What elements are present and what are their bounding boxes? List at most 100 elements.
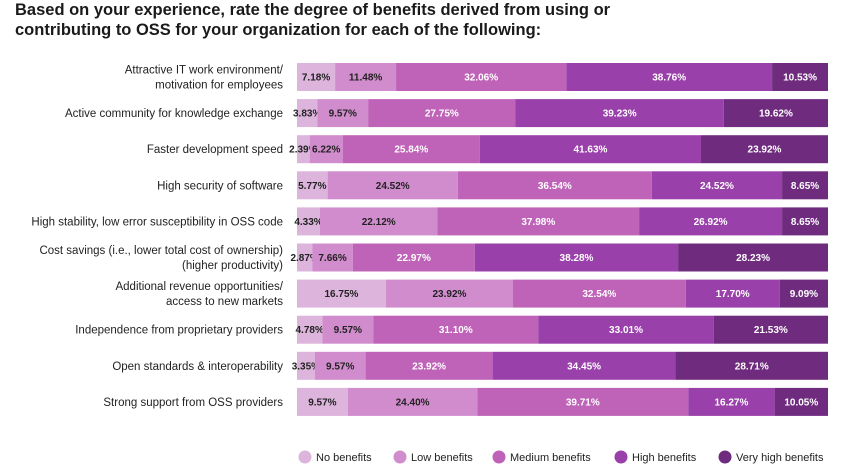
category-label: Independence from proprietary providers — [75, 325, 283, 337]
bar-segment — [317, 99, 369, 128]
bar-segment — [713, 315, 828, 344]
bar-segment — [688, 387, 775, 416]
bar-segment — [538, 315, 714, 344]
bar-segment — [309, 135, 343, 164]
bar-segment — [515, 99, 724, 128]
bar-value-label: 9.57% — [308, 397, 336, 408]
category-label: (higher productivity) — [182, 260, 283, 272]
category-label: Strong support from OSS providers — [103, 397, 283, 409]
bar-value-label: 23.92% — [432, 289, 466, 300]
bar-segment — [368, 99, 516, 128]
bar-value-label: 37.98% — [521, 217, 555, 228]
bar-value-label: 25.84% — [394, 145, 428, 156]
bar-value-label: 41.63% — [573, 145, 607, 156]
chart-title-line-2: contributing to OSS for your organizatio… — [15, 21, 542, 39]
legend-swatch — [393, 450, 407, 464]
legend-label: High benefits — [632, 452, 697, 464]
bar-segment — [297, 171, 328, 200]
bar-segment — [373, 315, 539, 344]
bar-segment — [342, 135, 480, 164]
bar-value-label: 5.77% — [298, 181, 326, 192]
bar-segment — [479, 135, 701, 164]
bar-value-label: 10.05% — [784, 397, 818, 408]
bar-value-label: 38.28% — [560, 253, 594, 264]
category-label: High security of software — [157, 180, 283, 192]
bar-segment — [396, 63, 567, 91]
bar-value-label: 3.83% — [293, 109, 321, 120]
legend-swatch — [718, 450, 732, 464]
bar-value-label: 4.33% — [294, 217, 322, 228]
legend-label: No benefits — [316, 452, 372, 464]
bar-value-label: 21.53% — [754, 325, 788, 336]
chart-title-line-1: Based on your experience, rate the degre… — [15, 1, 611, 19]
bar-value-label: 8.65% — [791, 217, 819, 228]
bar-segment — [779, 279, 828, 308]
bar-segment — [437, 207, 640, 236]
bar-value-label: 3.35% — [292, 361, 320, 372]
bar-value-label: 33.01% — [609, 325, 643, 336]
bar-value-label: 36.54% — [538, 181, 572, 192]
bar-value-label: 11.48% — [349, 73, 382, 84]
category-label: motivation for employees — [155, 80, 283, 92]
bar-segment — [700, 135, 828, 164]
legend-swatch — [614, 450, 628, 464]
bar-value-label: 38.76% — [652, 73, 686, 84]
category-label: Attractive IT work environment/ — [125, 65, 284, 77]
bar-segment — [474, 243, 679, 272]
category-label: Cost savings (i.e., lower total cost of … — [39, 245, 283, 257]
bar-segment — [335, 63, 397, 91]
bar-value-label: 17.70% — [716, 289, 750, 300]
legend-label: Very high benefits — [736, 452, 824, 464]
bar-segment — [457, 171, 652, 200]
bar-segment — [782, 207, 828, 236]
bar-value-label: 10.53% — [783, 73, 817, 84]
bar-segment — [639, 207, 783, 236]
bar-segment — [782, 171, 828, 200]
bar-value-label: 9.09% — [790, 289, 818, 300]
category-label: access to new markets — [166, 296, 283, 308]
bar-segment — [319, 207, 438, 236]
bar-segment — [312, 243, 353, 272]
bar-value-label: 34.45% — [567, 361, 601, 372]
chart-title: Based on your experience, rate the degre… — [15, 0, 855, 40]
bar-segment — [678, 243, 828, 272]
bar-segment — [365, 351, 493, 380]
bar-segment — [327, 171, 458, 200]
bar-value-label: 26.92% — [694, 217, 728, 228]
bar-value-label: 24.40% — [396, 397, 430, 408]
bar-segment — [297, 315, 323, 344]
bar-value-label: 22.97% — [397, 253, 431, 264]
bar-value-label: 32.54% — [582, 289, 616, 300]
bar-value-label: 4.78% — [296, 325, 324, 336]
bar-segment — [477, 387, 689, 416]
bar-value-label: 23.92% — [412, 361, 446, 372]
bar-segment — [322, 315, 374, 344]
bar-segment — [772, 63, 828, 91]
bar-segment — [297, 279, 386, 308]
bar-value-label: 28.71% — [735, 361, 769, 372]
bar-segment — [774, 387, 828, 416]
bar-value-label: 39.23% — [603, 109, 637, 120]
bar-value-label: 6.22% — [312, 145, 340, 156]
legend-label: Low benefits — [411, 452, 473, 464]
legend-swatch — [492, 450, 506, 464]
category-label: Additional revenue opportunities/ — [115, 281, 283, 293]
bar-segment — [685, 279, 780, 308]
bar-value-label: 2.87% — [290, 253, 318, 264]
bar-segment — [347, 387, 478, 416]
legend-swatch — [298, 450, 312, 464]
bar-value-label: 39.71% — [566, 397, 600, 408]
bar-segment — [651, 171, 783, 200]
bar-segment — [675, 351, 828, 380]
category-label: Active community for knowledge exchange — [65, 108, 283, 120]
bar-value-label: 19.62% — [759, 109, 793, 120]
bar-value-label: 24.52% — [376, 181, 410, 192]
bar-segment — [297, 135, 310, 164]
bar-value-label: 9.57% — [334, 325, 362, 336]
category-label: Open standards & interoperability — [112, 361, 283, 373]
bar-value-label: 22.12% — [362, 217, 396, 228]
bar-segment — [297, 99, 318, 128]
bar-value-label: 9.57% — [326, 361, 354, 372]
bar-value-label: 23.92% — [748, 145, 782, 156]
